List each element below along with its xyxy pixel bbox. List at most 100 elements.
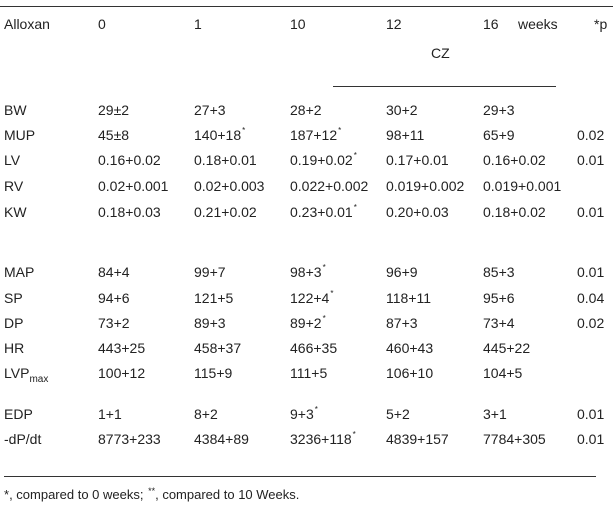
cell-error: 3 [217,315,226,331]
cell-error: 11 [409,127,425,143]
significance-mark: * [353,203,357,212]
header-week-16: 16 [483,16,499,32]
cell-pm-sign: + [393,406,402,422]
table-cell: 30+2 [386,102,418,118]
table-cell: 89+2* [290,314,326,334]
footnote: *, compared to 0 weeks; **, compared to … [4,486,299,504]
cell-error: 3 [217,102,226,118]
table-cell: 466+35 [290,340,337,356]
cell-mean: 460 [386,340,410,356]
cell-mean: 89 [194,315,210,331]
cell-error: 5 [225,290,234,306]
cell-error: 0.001 [133,178,169,194]
table-cell: 0.02+0.003 [194,178,264,194]
cell-pm-sign: + [209,315,218,331]
table-cell: 0.019+0.001 [483,178,561,194]
cell-pm-sign: + [311,365,320,381]
p-value: 0.01 [577,204,605,220]
cell-mean: 98 [386,127,402,143]
cell-error: 1 [113,406,122,422]
significance-mark: * [338,126,342,135]
row-label: MUP [4,127,35,143]
table-cell: 8+2 [194,406,218,422]
cell-mean: 3 [483,406,491,422]
footnote-mark-single: * [4,487,10,502]
cell-pm-sign: + [221,178,230,194]
row-label: HR [4,340,24,356]
table-cell: 0.019+0.002 [386,178,464,194]
cell-mean: 122 [290,290,314,306]
cell-error: 3 [409,315,418,331]
table-cell: 99+7 [194,264,226,280]
cell-mean: 85 [483,264,499,280]
cell-pm-sign: + [510,204,519,220]
p-value: 0.01 [577,152,605,168]
cell-error: 11 [416,290,432,306]
cell-mean: 84 [98,264,114,280]
cell-error: 0.02 [518,204,546,220]
cell-pm-sign: + [217,340,226,356]
cell-mean: 8 [194,406,202,422]
table-top-rule [0,6,613,7]
cell-error: 3 [506,102,515,118]
cell-mean: 458 [194,340,218,356]
cell-pm-sign: + [105,406,114,422]
cell-mean: 0.019 [386,178,422,194]
cell-mean: 29 [98,102,114,118]
cell-error: 12 [321,127,338,143]
cell-mean: 99 [194,264,210,280]
table-bottom-rule [4,476,596,477]
cell-pm-sign: + [401,264,410,280]
table-cell: 445+22 [483,340,530,356]
cell-mean: 0.18 [194,152,222,168]
table-cell: 84+4 [98,264,130,280]
cell-mean: 7784 [483,431,515,447]
cell-error: 9 [224,365,233,381]
cell-pm-sign: + [129,431,138,447]
table-cell: 140+18* [194,126,246,146]
cell-pm-sign: + [317,152,326,168]
row-label: SP [4,290,23,306]
table-cell: 443+25 [98,340,145,356]
cell-mean: 0.17 [386,152,414,168]
row-label: RV [4,178,23,194]
significance-mark: * [322,263,326,272]
row-label: DP [4,315,23,331]
table-cell: 29+3 [483,102,515,118]
cell-pm-sign: + [305,264,314,280]
table-cell: 89+3 [194,315,226,331]
cell-mean: 0.16 [98,152,126,168]
significance-mark: * [322,314,326,323]
table-cell: 94+6 [98,290,130,306]
table-cell: 4384+89 [194,431,249,447]
cell-pm-sign: + [209,264,218,280]
cell-pm-sign: + [321,431,330,447]
cell-mean: 28 [290,102,306,118]
cell-pm-sign: + [125,178,134,194]
cell-pm-sign: + [401,102,410,118]
cell-pm-sign: + [409,340,418,356]
group-underline-rule [333,86,556,87]
cell-mean: 111 [290,365,312,381]
cell-mean: 87 [386,315,402,331]
cell-error: 2 [121,315,130,331]
table-cell: 0.17+0.01 [386,152,449,168]
cell-mean: 9 [290,406,298,422]
significance-mark: * [314,405,318,414]
cell-error: 25 [129,340,146,356]
row-label-text: EDP [4,406,33,422]
cell-error: 8 [121,127,130,143]
cell-pm-sign: + [221,204,230,220]
cell-error: 0.003 [229,178,265,194]
table-cell: 73+4 [483,315,515,331]
cell-pm-sign: + [313,340,322,356]
cell-mean: 0.019 [483,178,519,194]
cell-pm-sign: + [113,290,122,306]
row-label: LV [4,152,20,168]
cell-error: 2 [401,406,410,422]
table-cell: 73+2 [98,315,130,331]
cell-error: 0.001 [526,178,562,194]
table-cell: 9+3* [290,405,318,425]
table-cell: 0.18+0.03 [98,204,161,220]
significance-mark: * [242,126,246,135]
